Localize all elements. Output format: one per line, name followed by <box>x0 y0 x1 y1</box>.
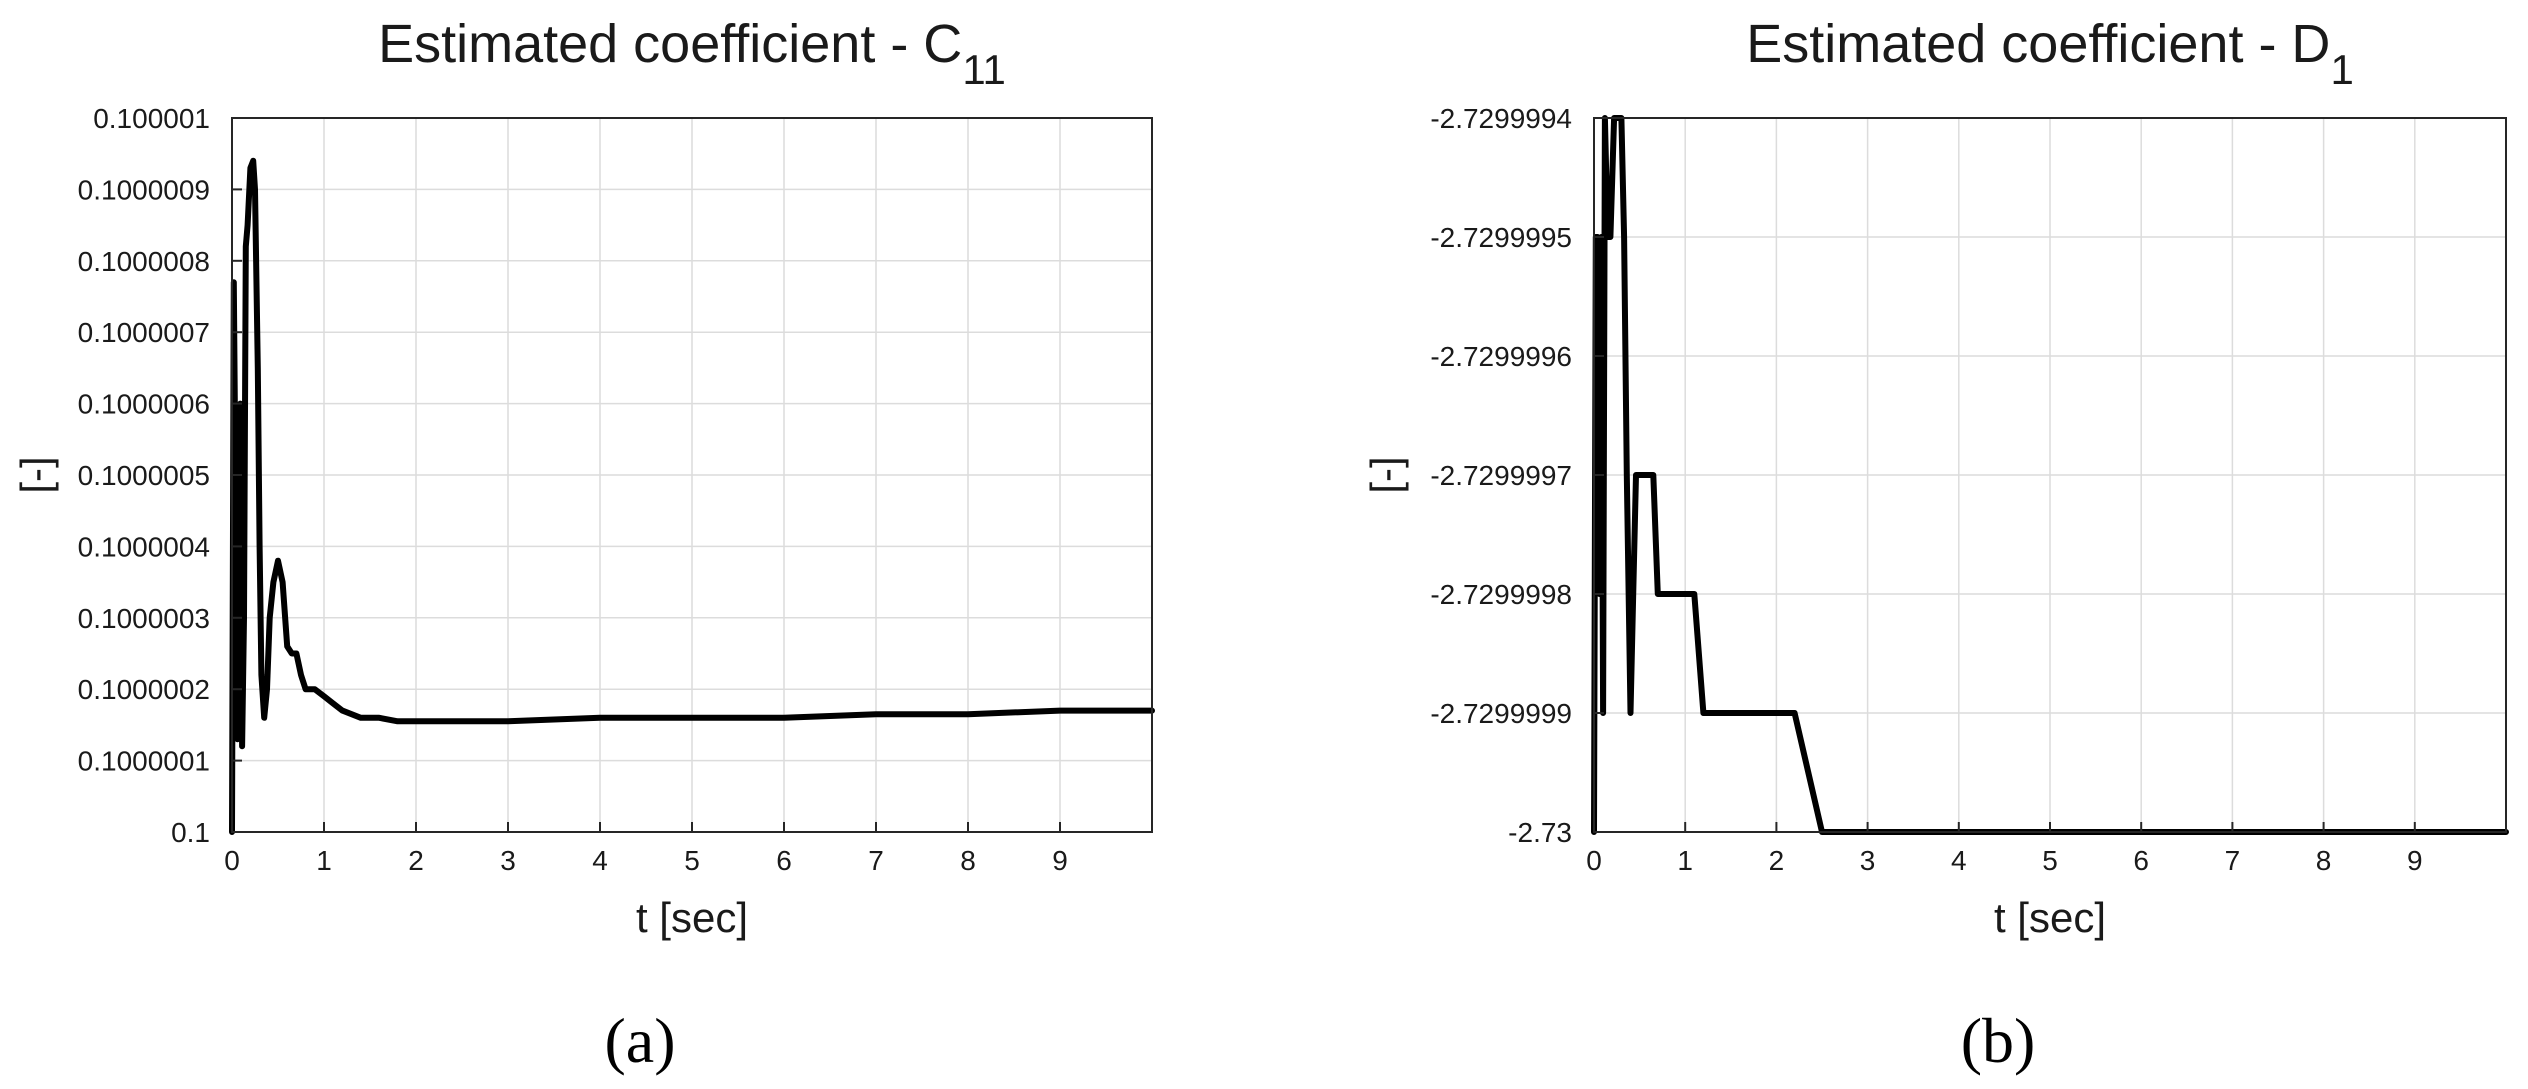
y-tick-label: 0.1000008 <box>78 246 210 277</box>
chart-title-subscript: 1 <box>2330 46 2353 93</box>
x-tick-label: 6 <box>2133 845 2149 876</box>
y-tick-label: 0.1000003 <box>78 603 210 634</box>
chart-title-text: Estimated coefficient - C <box>378 14 962 74</box>
y-tick-label: 0.1 <box>171 817 210 848</box>
x-tick-label: 7 <box>868 845 884 876</box>
x-tick-label: 8 <box>960 845 976 876</box>
series-line <box>229 157 1155 835</box>
x-tick-label: 4 <box>592 845 608 876</box>
y-tick-label: 0.1000009 <box>78 174 210 205</box>
x-tick-label: 8 <box>2316 845 2332 876</box>
y-tick-label: -2.7299994 <box>1430 103 1572 134</box>
x-tick-label: 7 <box>2225 845 2241 876</box>
y-tick-label: 0.1000006 <box>78 389 210 420</box>
chart-title-text: Estimated coefficient - D <box>1746 14 2330 74</box>
x-tick-label: 1 <box>316 845 332 876</box>
x-tick-label: 6 <box>776 845 792 876</box>
x-tick-label: 2 <box>408 845 424 876</box>
y-tick-label: 0.100001 <box>93 103 210 134</box>
y-axis-label: [-] <box>1362 456 1409 493</box>
x-tick-label: 3 <box>500 845 516 876</box>
y-tick-label: 0.1000005 <box>78 460 210 491</box>
panel-caption: (a) <box>604 1005 675 1076</box>
x-tick-label: 5 <box>2042 845 2058 876</box>
y-tick-label: -2.7299999 <box>1430 698 1572 729</box>
x-tick-label: 5 <box>684 845 700 876</box>
x-tick-label: 4 <box>1951 845 1967 876</box>
x-tick-label: 0 <box>224 845 240 876</box>
chart-title: Estimated coefficient - D1 <box>1746 14 2354 93</box>
y-tick-label: 0.1000001 <box>78 746 210 777</box>
x-axis-label: t [sec] <box>636 894 748 941</box>
y-tick-label: 0.1000004 <box>78 531 210 562</box>
x-tick-label: 2 <box>1769 845 1785 876</box>
x-tick-label: 9 <box>1052 845 1068 876</box>
y-tick-label: -2.73 <box>1508 817 1572 848</box>
x-tick-label: 3 <box>1860 845 1876 876</box>
x-tick-label: 1 <box>1677 845 1693 876</box>
x-tick-label: 0 <box>1586 845 1602 876</box>
chart-title: Estimated coefficient - C11 <box>378 14 1006 93</box>
y-tick-label: -2.7299998 <box>1430 579 1572 610</box>
chart-title-subscript: 11 <box>962 46 1006 93</box>
panel-caption: (b) <box>1961 1005 2036 1076</box>
y-tick-label: -2.7299997 <box>1430 460 1572 491</box>
panel-a: 0 1 2 3 4 5 6 7 8 9 0.1 0.1000001 0.1000002 0.1000003… <box>12 14 1155 1076</box>
x-tick-label: 9 <box>2407 845 2423 876</box>
y-tick-label: 0.1000007 <box>78 317 210 348</box>
panel-b: 0 1 2 3 4 5 6 7 8 9 -2.73 -2.7299999 -2.7299998 -2.72… <box>1362 14 2509 1076</box>
y-tick-label: -2.7299995 <box>1430 222 1572 253</box>
y-tick-label: 0.1000002 <box>78 674 210 705</box>
y-axis-label: [-] <box>12 456 59 493</box>
y-tick-label: -2.7299996 <box>1430 341 1572 372</box>
x-axis-label: t [sec] <box>1994 894 2106 941</box>
